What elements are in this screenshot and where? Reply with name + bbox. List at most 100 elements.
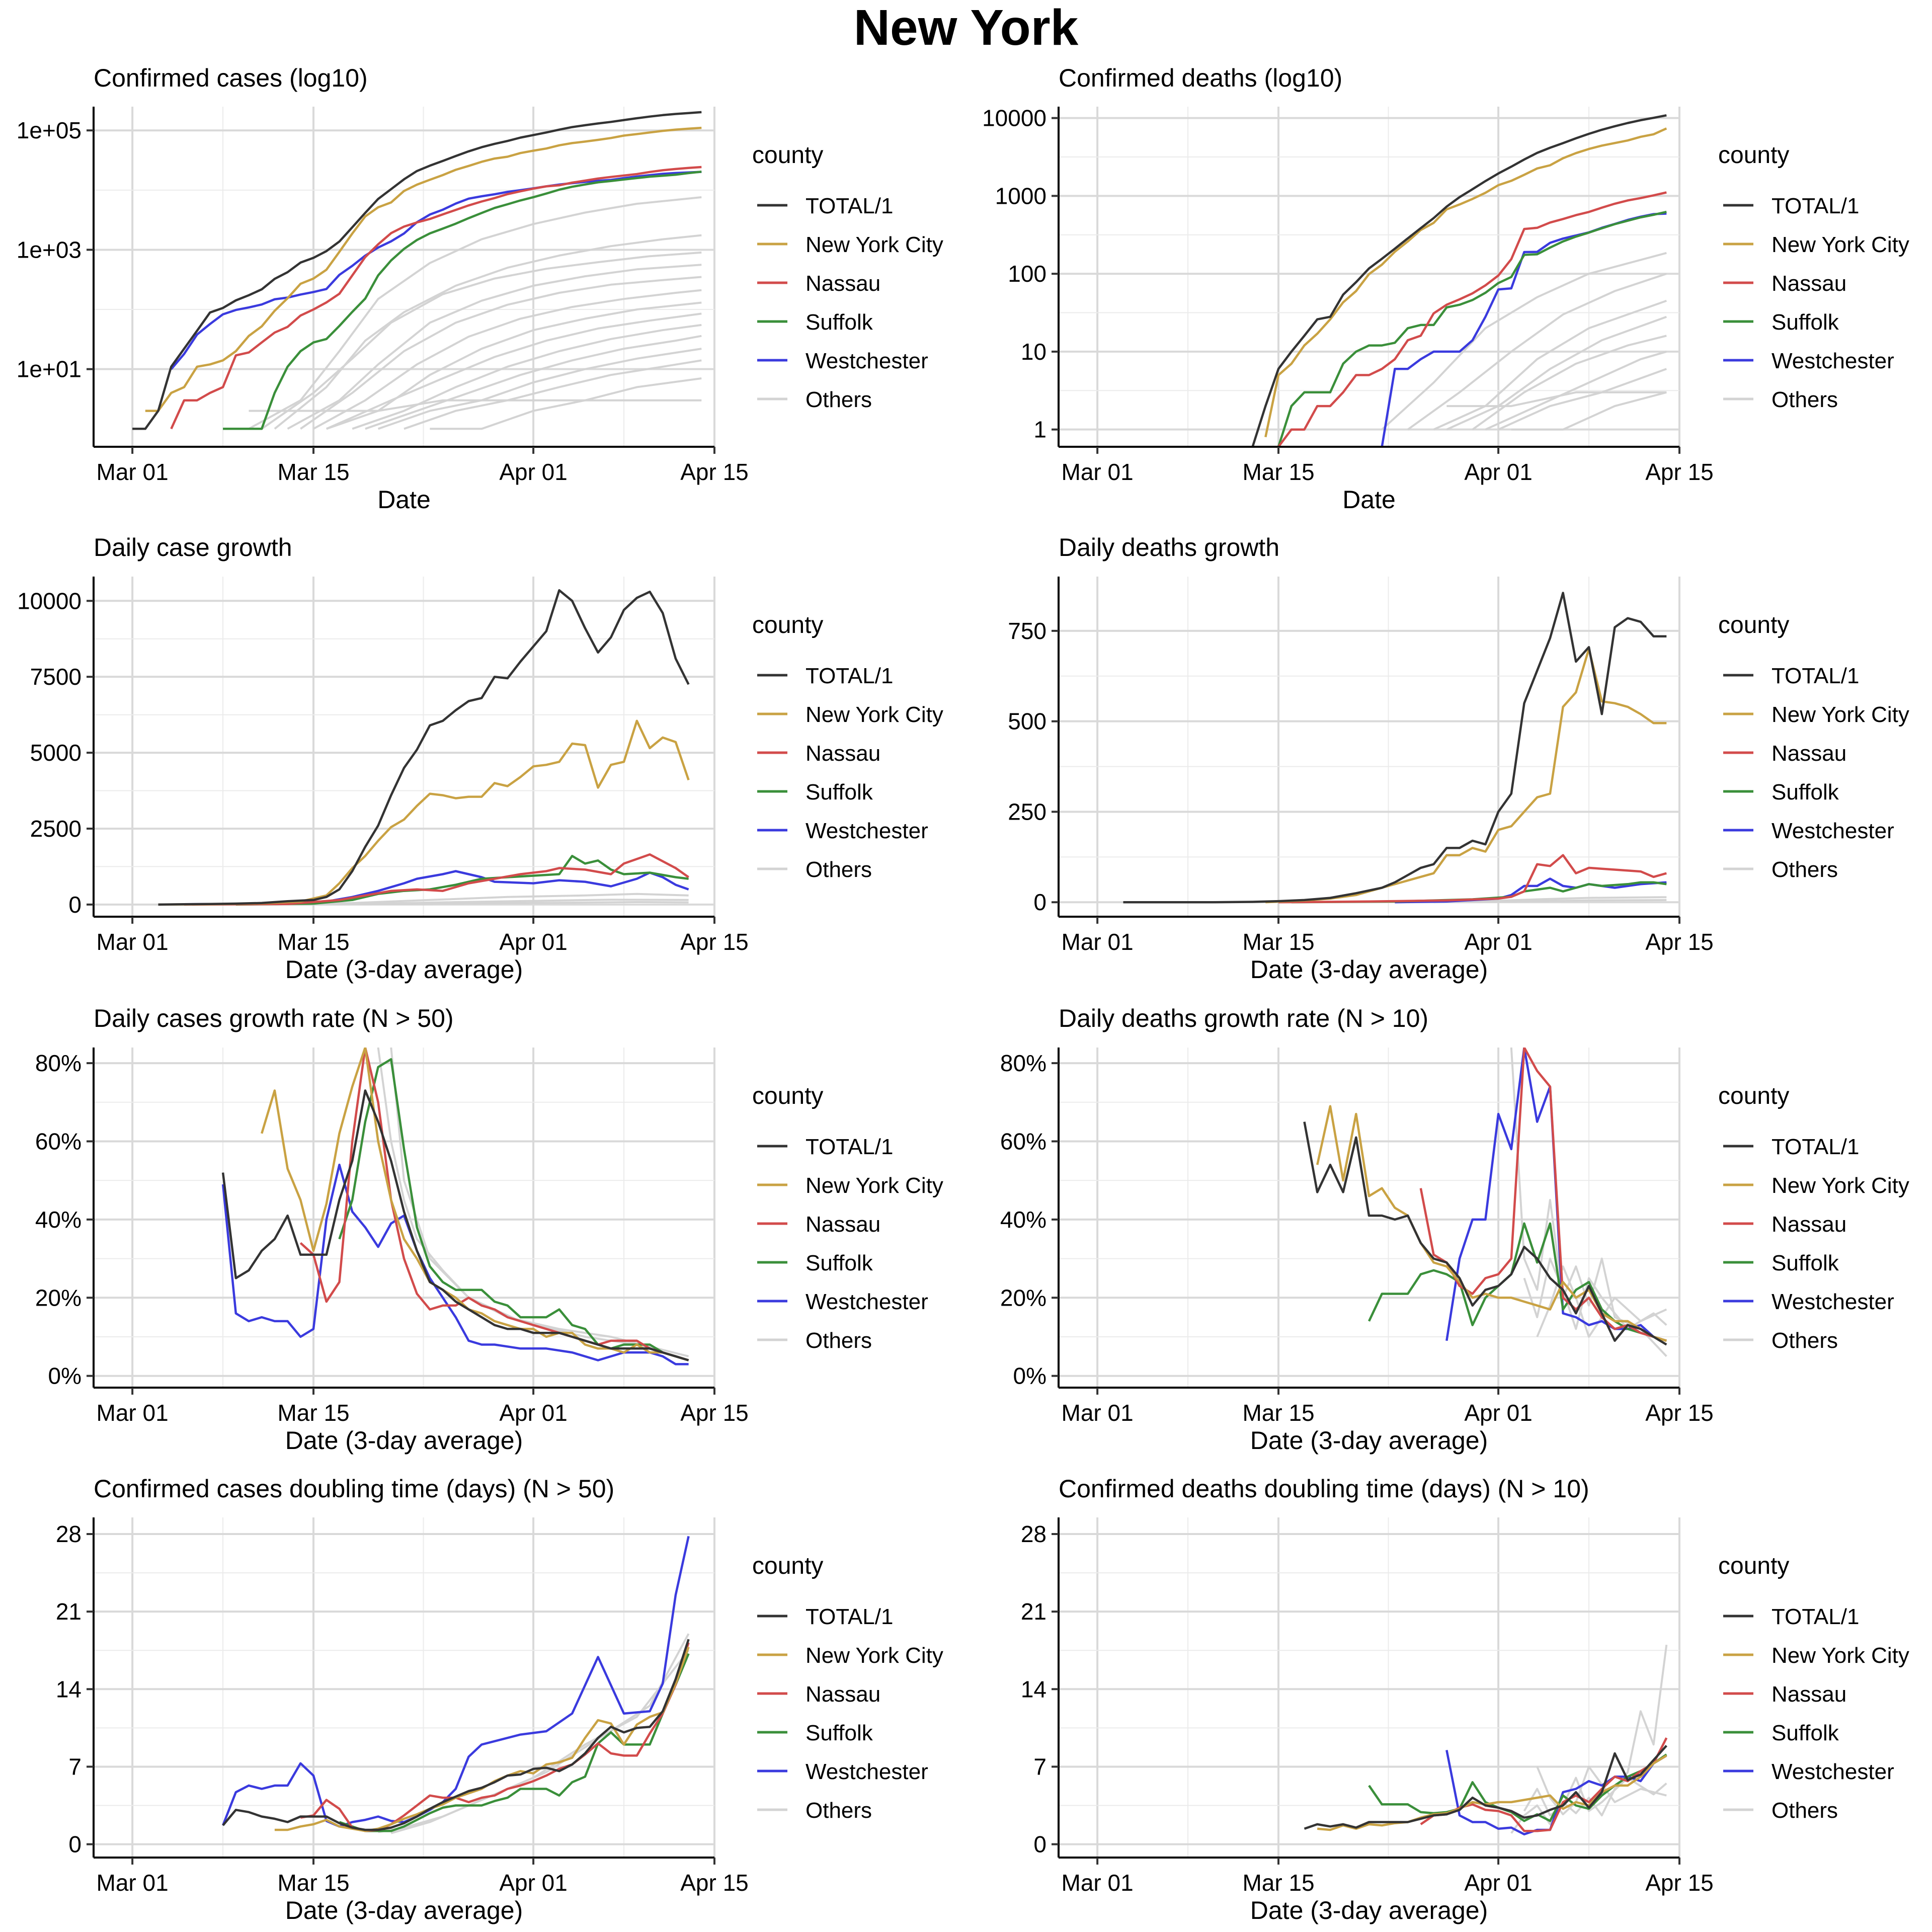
- x-axis-label: Date (3-day average): [1250, 1426, 1488, 1455]
- legend-label: New York City: [1772, 232, 1909, 257]
- series-line-others: [1472, 335, 1667, 431]
- x-axis-label: Date: [377, 486, 431, 514]
- y-tick-label: 40%: [1000, 1206, 1046, 1233]
- series-line-others: [390, 1649, 690, 1834]
- legend-label: New York City: [806, 1643, 943, 1668]
- legend-label: TOTAL/1: [806, 664, 893, 688]
- legend-label: Westchester: [1772, 1290, 1894, 1314]
- series-line-new-york-city: [1317, 1754, 1667, 1831]
- series-line-nassau: [1277, 191, 1667, 447]
- series-line-new-york-city: [145, 126, 702, 412]
- series-line-new-york-city: [158, 719, 690, 906]
- series-line-others: [1433, 899, 1667, 904]
- series-line-suffolk: [223, 171, 702, 430]
- legend: county TOTAL/1 New York City Nassau Suffolk W…: [752, 142, 943, 412]
- x-tick-label: Mar 15: [277, 459, 349, 485]
- series-line-nassau: [1419, 1048, 1667, 1342]
- x-axis-label: Date (3-day average): [1250, 1896, 1488, 1924]
- y-tick-label: 10000: [17, 588, 82, 614]
- series-line-nassau: [170, 166, 702, 430]
- legend: county TOTAL/1 New York City Nassau Suffolk W…: [1718, 1083, 1909, 1353]
- y-tick-label: 60%: [1000, 1128, 1046, 1154]
- y-tick-label: 21: [56, 1598, 82, 1625]
- series-line-new-york-city: [274, 1646, 690, 1832]
- y-tick-label: 1: [1033, 417, 1046, 443]
- y-tick-label: 5000: [30, 740, 82, 766]
- series-line-new-york-city: [261, 1048, 689, 1361]
- chart-title: Daily cases growth rate (N > 50): [94, 1004, 454, 1032]
- x-tick-label: Mar 01: [97, 929, 169, 955]
- legend-label: Westchester: [1772, 1759, 1894, 1784]
- y-tick-label: 500: [1008, 708, 1046, 735]
- y-tick-label: 14: [1021, 1676, 1046, 1702]
- series-line-westchester: [222, 1536, 690, 1828]
- series-line-total-1: [221, 1089, 689, 1361]
- series-line-others: [1446, 391, 1667, 408]
- chart-panel-5: Mar 01 Mar 15 Apr 01 Apr 15 0% 20% 40% 60% 80% Da…: [35, 1004, 943, 1455]
- legend-title: county: [1718, 1083, 1789, 1109]
- series-line-nassau: [1278, 854, 1667, 904]
- y-tick-label: 21: [1021, 1598, 1046, 1625]
- legend-label: Westchester: [806, 349, 928, 373]
- legend-label: Nassau: [806, 1212, 880, 1237]
- x-tick-label: Mar 01: [97, 1400, 169, 1426]
- legend-label: New York City: [806, 1173, 943, 1198]
- legend-label: Nassau: [1772, 741, 1846, 766]
- legend-label: Others: [806, 857, 872, 882]
- legend-label: New York City: [806, 232, 943, 257]
- series-line-others: [352, 324, 702, 430]
- x-tick-label: Apr 15: [1645, 929, 1714, 955]
- x-tick-label: Apr 01: [1464, 459, 1533, 485]
- legend-label: Others: [806, 1798, 872, 1823]
- chart-title: Daily deaths growth: [1059, 533, 1279, 561]
- series-line-others: [1536, 1265, 1667, 1338]
- series-line-others: [377, 348, 702, 430]
- series-line-total-1: [132, 111, 702, 430]
- legend-label: New York City: [1772, 1643, 1909, 1668]
- x-tick-label: Apr 01: [1464, 929, 1533, 955]
- y-tick-label: 20%: [35, 1284, 82, 1311]
- chart-panel-4: Mar 01 Mar 15 Apr 01 Apr 15 0 250 500 750 Daily …: [1008, 533, 1909, 984]
- y-tick-label: 0: [1033, 1831, 1046, 1858]
- x-tick-label: Mar 15: [1242, 1870, 1314, 1896]
- legend: county TOTAL/1 New York City Nassau Suffolk W…: [1718, 142, 1909, 412]
- legend-label: Nassau: [806, 1682, 880, 1707]
- y-tick-label: 10: [1021, 339, 1046, 365]
- series-line-others: [430, 377, 702, 430]
- y-tick-label: 28: [1021, 1521, 1046, 1547]
- chart-title: Confirmed cases doubling time (days) (N …: [94, 1475, 614, 1503]
- legend-label: Suffolk: [806, 780, 873, 804]
- series-line-others: [1407, 273, 1667, 431]
- series-line-others: [313, 289, 702, 430]
- series-line-total-1: [158, 589, 690, 906]
- page-title: New York: [853, 0, 1079, 56]
- x-tick-label: Mar 15: [277, 1400, 349, 1426]
- legend-label: Others: [1772, 1798, 1838, 1823]
- y-tick-label: 0: [68, 1831, 82, 1858]
- x-tick-label: Apr 01: [499, 1870, 568, 1896]
- series-line-others: [1511, 391, 1667, 431]
- x-axis-label: Date (3-day average): [285, 1426, 523, 1455]
- y-tick-label: 1000: [995, 183, 1046, 209]
- series-line-suffolk: [1277, 210, 1667, 447]
- chart-panel-8: Mar 01 Mar 15 Apr 01 Apr 15 0 7 14 21 28 Confirme…: [1021, 1475, 1909, 1924]
- y-tick-label: 1e+03: [17, 236, 82, 263]
- legend-label: TOTAL/1: [806, 194, 893, 218]
- chart-panel-1: Mar 01 Mar 15 Apr 01 Apr 15 1e+01 1e+03 1e+05 C…: [17, 64, 943, 514]
- legend-label: TOTAL/1: [1772, 664, 1859, 688]
- series-line-new-york-city: [1264, 127, 1667, 438]
- series-line-others: [1523, 1777, 1667, 1817]
- series-line-total-1: [1123, 592, 1667, 904]
- y-tick-label: 20%: [1000, 1284, 1046, 1311]
- legend: county TOTAL/1 New York City Nassau Suffolk W…: [752, 1083, 943, 1353]
- x-tick-label: Apr 15: [1645, 459, 1714, 485]
- series-line-others: [249, 399, 702, 412]
- legend-label: Suffolk: [1772, 1721, 1839, 1745]
- legend: county TOTAL/1 New York City Nassau Suffolk W…: [1718, 612, 1909, 882]
- chart-panel-2: Mar 01 Mar 15 Apr 01 Apr 15 1 10 100 1000 10000 C…: [982, 64, 1909, 514]
- series-line-westchester: [170, 171, 702, 370]
- x-tick-label: Apr 15: [1645, 1870, 1714, 1896]
- y-tick-label: 2500: [30, 816, 82, 842]
- x-tick-label: Apr 01: [499, 929, 568, 955]
- x-tick-label: Mar 01: [97, 1870, 169, 1896]
